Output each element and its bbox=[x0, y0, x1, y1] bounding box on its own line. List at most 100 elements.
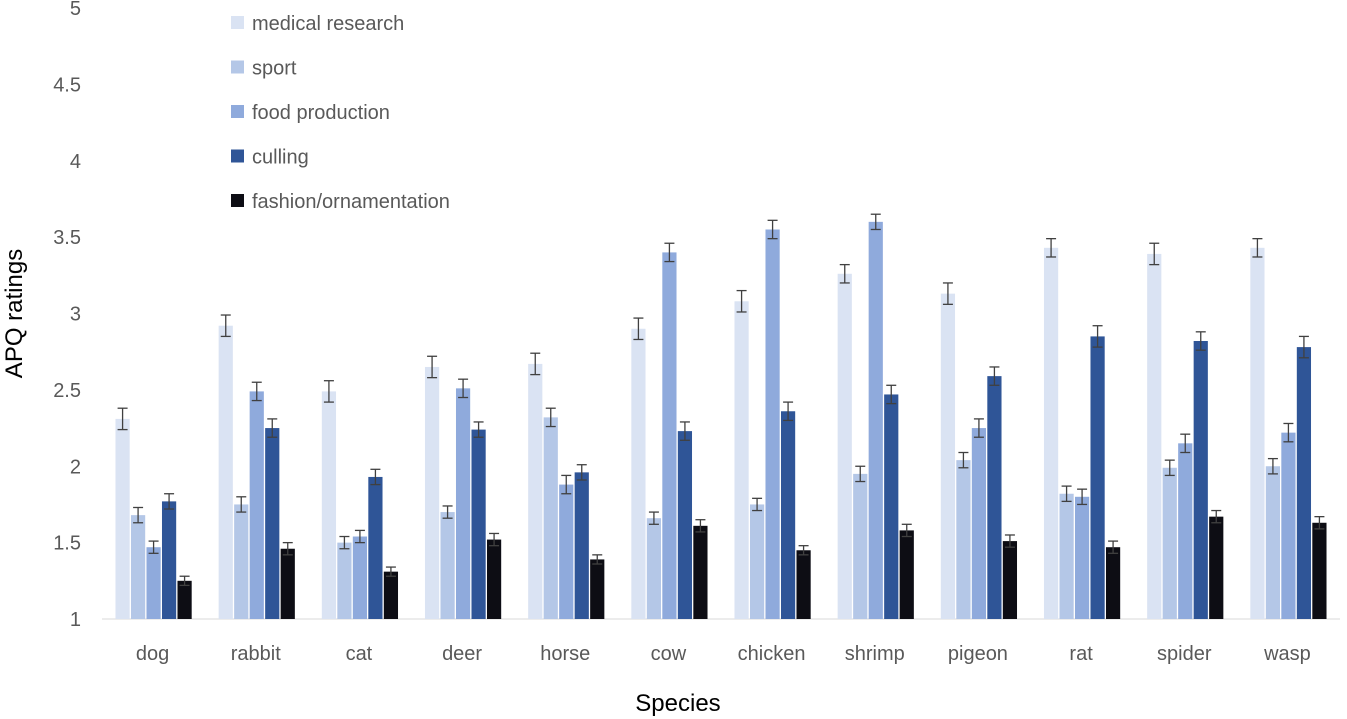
error-bar bbox=[148, 540, 159, 554]
bar bbox=[383, 571, 399, 619]
legend-item: culling bbox=[231, 147, 309, 169]
bar bbox=[1162, 467, 1177, 619]
bar bbox=[677, 431, 693, 619]
bar bbox=[280, 548, 295, 619]
error-bar bbox=[839, 263, 850, 284]
bar bbox=[146, 547, 161, 619]
error-bar bbox=[901, 523, 912, 538]
error-bar bbox=[633, 317, 644, 341]
error-bar bbox=[1298, 335, 1309, 359]
y-axis-title: APQ ratings bbox=[1, 249, 28, 378]
legend-swatch bbox=[231, 60, 244, 74]
error-bar bbox=[648, 511, 659, 525]
legend: medical research sport food production cull… bbox=[231, 13, 450, 213]
error-bar bbox=[1164, 459, 1175, 477]
legend-swatch bbox=[231, 149, 244, 163]
legend-swatch bbox=[231, 105, 244, 118]
y-axis-ticks: 1 1.5 2 2.5 3 3.5 4 4.5 5 bbox=[53, 0, 81, 631]
bar bbox=[1147, 253, 1162, 620]
error-bar bbox=[942, 282, 953, 305]
legend-label: food production bbox=[252, 102, 390, 124]
bar bbox=[218, 325, 233, 619]
bar bbox=[1312, 522, 1327, 619]
error-bar bbox=[458, 378, 469, 399]
bar bbox=[899, 530, 914, 619]
error-bar bbox=[1108, 540, 1119, 554]
bar bbox=[884, 394, 899, 619]
legend-item: food production bbox=[231, 102, 390, 124]
error-bar bbox=[164, 493, 175, 510]
bar bbox=[1043, 247, 1059, 619]
error-bar bbox=[282, 541, 293, 556]
bar bbox=[780, 411, 796, 619]
bar bbox=[574, 472, 589, 619]
bar bbox=[249, 391, 264, 619]
bar-series bbox=[115, 238, 1265, 620]
error-bar bbox=[179, 575, 190, 587]
bar bbox=[337, 542, 352, 619]
bar bbox=[440, 512, 455, 619]
bar bbox=[1074, 496, 1090, 619]
legend-item: fashion/ornamentation bbox=[231, 191, 450, 213]
bar bbox=[940, 293, 956, 619]
bar bbox=[734, 301, 749, 619]
bar bbox=[486, 539, 502, 619]
error-bar bbox=[1314, 516, 1325, 530]
error-bar bbox=[1283, 422, 1294, 443]
bar bbox=[1281, 432, 1296, 619]
error-bar bbox=[989, 366, 1000, 386]
y-tick-label: 2.5 bbox=[53, 380, 81, 402]
error-bar bbox=[1267, 457, 1278, 475]
x-tick-label: horse bbox=[540, 643, 590, 665]
bar bbox=[1002, 541, 1018, 619]
error-bar bbox=[489, 532, 500, 547]
x-tick-label: deer bbox=[442, 643, 482, 665]
bar bbox=[1209, 516, 1224, 619]
bar bbox=[631, 328, 646, 619]
x-tick-label: cat bbox=[346, 643, 373, 665]
bar bbox=[749, 504, 765, 619]
error-bar bbox=[370, 468, 381, 486]
error-bar bbox=[664, 242, 675, 263]
legend-item: medical research bbox=[231, 13, 404, 35]
error-bar bbox=[545, 407, 556, 428]
error-bar bbox=[973, 418, 984, 438]
bar bbox=[853, 473, 868, 619]
y-tick-label: 3.5 bbox=[53, 227, 81, 249]
x-axis-title: Species bbox=[635, 690, 720, 717]
legend-item: sport bbox=[231, 58, 297, 80]
error-bar bbox=[339, 535, 350, 550]
bar bbox=[115, 418, 130, 619]
y-tick-label: 3 bbox=[70, 304, 81, 326]
x-tick-label: wasp bbox=[1263, 643, 1311, 665]
error-bar bbox=[752, 497, 763, 512]
error-bar bbox=[1211, 509, 1222, 524]
bar bbox=[471, 429, 486, 619]
bar bbox=[1193, 340, 1208, 619]
bar bbox=[455, 388, 471, 619]
bar bbox=[1296, 347, 1312, 619]
y-tick-label: 1.5 bbox=[53, 533, 81, 555]
error-bar bbox=[958, 451, 969, 469]
bar bbox=[1250, 247, 1265, 619]
error-bar bbox=[870, 213, 881, 231]
error-bar bbox=[695, 519, 706, 533]
bar bbox=[987, 376, 1002, 619]
bar bbox=[528, 363, 543, 619]
error-bar bbox=[133, 506, 144, 524]
error-bar bbox=[1180, 433, 1191, 454]
legend-label: sport bbox=[252, 58, 297, 80]
bar-series bbox=[161, 325, 1312, 619]
error-bar bbox=[1046, 238, 1057, 258]
y-tick-label: 2 bbox=[70, 456, 81, 478]
error-bar bbox=[530, 352, 541, 376]
bar bbox=[971, 428, 987, 619]
error-bar bbox=[236, 496, 247, 513]
error-bar bbox=[592, 554, 603, 565]
error-bar bbox=[117, 407, 128, 431]
x-tick-label: cow bbox=[651, 643, 687, 665]
error-bar bbox=[220, 314, 231, 338]
y-tick-label: 4 bbox=[70, 151, 81, 173]
bar bbox=[662, 252, 677, 619]
bar bbox=[1178, 443, 1193, 619]
